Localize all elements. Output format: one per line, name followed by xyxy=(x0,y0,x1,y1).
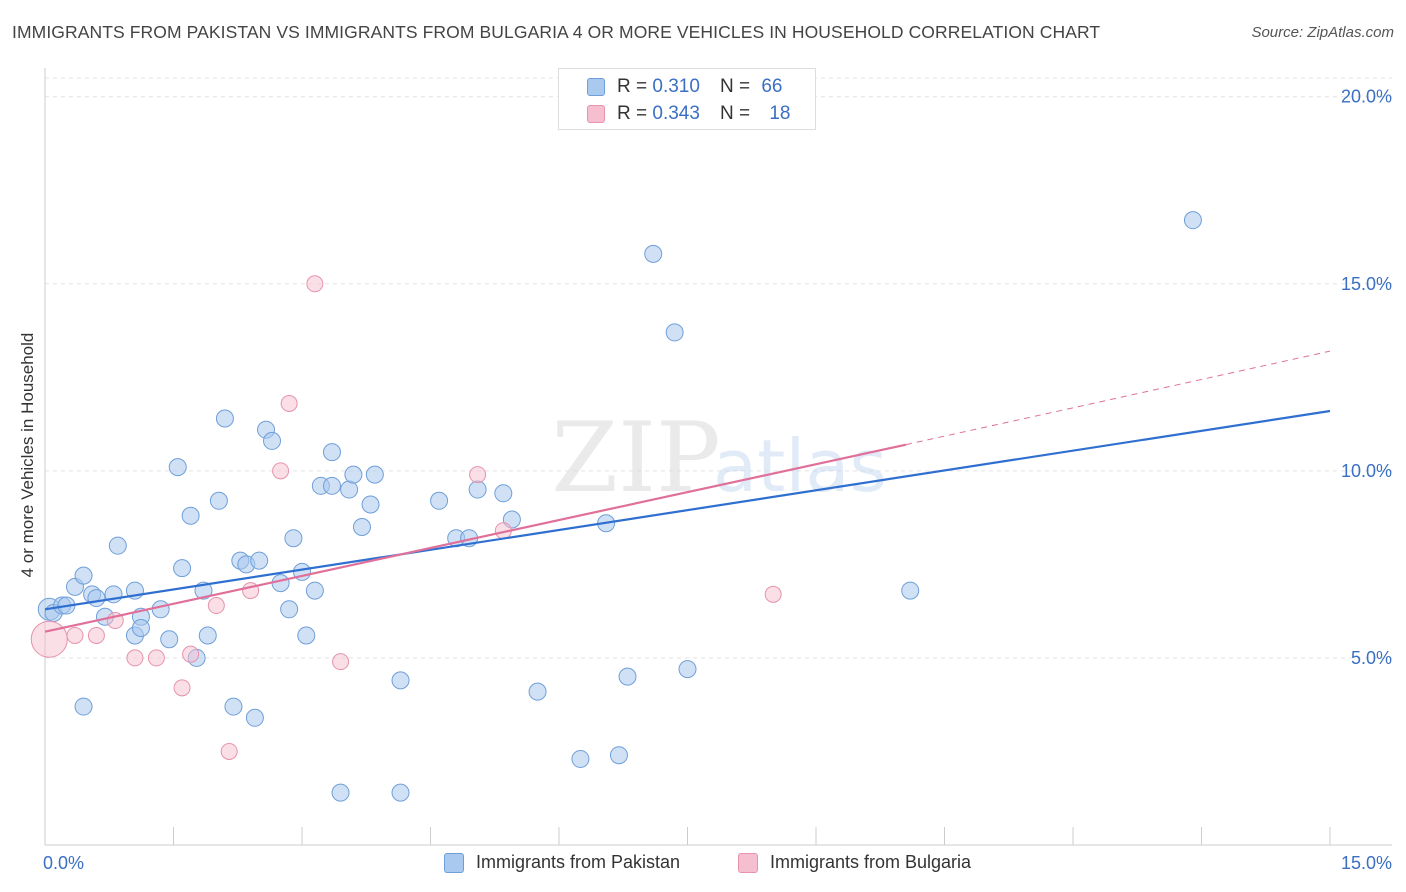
point-pakistan xyxy=(391,671,410,690)
point-pakistan xyxy=(224,697,243,716)
point-bulgaria xyxy=(306,275,324,293)
point-bulgaria xyxy=(280,395,298,413)
legend-r-pakistan: 0.310 xyxy=(652,76,700,97)
point-pakistan xyxy=(173,559,192,578)
point-pakistan xyxy=(87,589,106,608)
legend: R = 0.310 N = 66 R = 0.343 N = 18 xyxy=(558,68,816,130)
point-bulgaria xyxy=(126,649,144,667)
point-pakistan xyxy=(271,574,290,593)
point-pakistan xyxy=(263,431,282,450)
point-pakistan xyxy=(181,506,200,525)
x-tick-label: 15.0% xyxy=(1341,853,1392,873)
point-pakistan xyxy=(322,476,341,495)
point-pakistan xyxy=(322,443,341,462)
bottom-legend-swatch-pakistan xyxy=(444,852,464,873)
legend-r-bulgaria: 0.343 xyxy=(652,103,700,124)
bottom-legend-label-pakistan: Immigrants from Pakistan xyxy=(476,852,681,872)
trend-line-bulgaria-extension xyxy=(905,350,1331,446)
point-pakistan xyxy=(571,749,590,768)
legend-r-label: R = xyxy=(617,103,648,124)
point-bulgaria xyxy=(220,742,238,760)
y-tick-label: 10.0% xyxy=(1341,461,1392,481)
point-pakistan xyxy=(168,458,187,477)
chart-title: IMMIGRANTS FROM PAKISTAN VS IMMIGRANTS F… xyxy=(12,22,1101,42)
point-pakistan xyxy=(131,618,150,637)
point-pakistan xyxy=(151,600,170,619)
trend-line-pakistan xyxy=(44,409,1331,611)
point-pakistan xyxy=(361,495,380,514)
point-pakistan xyxy=(352,517,371,536)
tick-labels: 5.0% 10.0% 15.0% 20.0% 0.0% 15.0% xyxy=(43,87,1392,873)
point-pakistan xyxy=(331,783,350,802)
series-bulgaria-points xyxy=(30,275,782,760)
watermark: ZIP atlas xyxy=(551,402,887,514)
point-bulgaria xyxy=(272,462,290,480)
axis-layer xyxy=(44,68,1392,846)
legend-n-pakistan: 66 xyxy=(761,76,783,97)
trend-lines xyxy=(44,350,1331,633)
source-credit: Source: ZipAtlas.com xyxy=(1251,24,1394,41)
bottom-legend-label-bulgaria: Immigrants from Bulgaria xyxy=(770,852,972,872)
legend-n-bulgaria: 18 xyxy=(769,103,791,124)
point-pakistan xyxy=(344,465,363,484)
point-pakistan xyxy=(391,783,410,802)
point-pakistan xyxy=(665,323,684,342)
watermark-zip: ZIP xyxy=(551,402,720,514)
legend-row-pakistan: R = 0.310 N = 66 xyxy=(587,75,782,99)
point-pakistan xyxy=(365,465,384,484)
x-tick-label: 0.0% xyxy=(43,853,84,873)
y-tick-label: 5.0% xyxy=(1351,648,1392,668)
point-bulgaria xyxy=(207,597,225,615)
point-pakistan xyxy=(340,480,359,499)
point-pakistan xyxy=(198,626,217,645)
y-axis-title: 4 or more Vehicles in Household xyxy=(18,332,37,578)
point-pakistan xyxy=(250,551,269,570)
legend-n-label: N = xyxy=(719,76,751,97)
point-pakistan xyxy=(678,660,697,679)
point-pakistan xyxy=(305,581,324,600)
point-pakistan xyxy=(1183,211,1202,230)
point-pakistan xyxy=(618,667,637,686)
point-pakistan xyxy=(280,600,299,619)
point-bulgaria xyxy=(66,626,84,644)
point-pakistan xyxy=(528,682,547,701)
bottom-legend-swatch-bulgaria xyxy=(738,852,758,873)
point-pakistan xyxy=(160,630,179,649)
point-bulgaria xyxy=(332,653,350,671)
y-tick-label: 20.0% xyxy=(1341,87,1392,107)
legend-row-bulgaria: R = 0.343 N = 18 xyxy=(587,102,790,126)
point-pakistan xyxy=(609,746,628,765)
trend-line-bulgaria xyxy=(44,443,907,633)
legend-swatch-pakistan xyxy=(587,78,605,96)
point-pakistan xyxy=(74,697,93,716)
point-bulgaria xyxy=(173,679,191,697)
point-pakistan xyxy=(284,529,303,548)
watermark-atlas: atlas xyxy=(713,424,887,508)
point-bulgaria xyxy=(182,645,200,663)
legend-r-label: R = xyxy=(617,76,648,97)
point-pakistan xyxy=(297,626,316,645)
point-pakistan xyxy=(108,536,127,555)
bottom-legend-bulgaria: Immigrants from Bulgaria xyxy=(738,852,971,873)
point-bulgaria xyxy=(764,585,782,603)
legend-swatch-bulgaria xyxy=(587,105,605,123)
point-pakistan xyxy=(644,244,663,263)
point-pakistan xyxy=(468,480,487,499)
point-pakistan xyxy=(245,708,264,727)
point-pakistan xyxy=(901,581,920,600)
point-pakistan xyxy=(215,409,234,428)
point-bulgaria xyxy=(147,649,165,667)
series-pakistan-points xyxy=(37,211,1202,802)
y-tick-label: 15.0% xyxy=(1341,274,1392,294)
legend-n-label: N = xyxy=(719,103,751,124)
point-pakistan xyxy=(430,491,449,510)
point-bulgaria xyxy=(87,626,105,644)
point-bulgaria xyxy=(469,466,487,484)
point-pakistan xyxy=(494,484,513,503)
bottom-legend-pakistan: Immigrants from Pakistan xyxy=(444,852,680,873)
point-pakistan xyxy=(74,566,93,585)
point-pakistan xyxy=(209,491,228,510)
point-bulgaria xyxy=(30,620,68,658)
